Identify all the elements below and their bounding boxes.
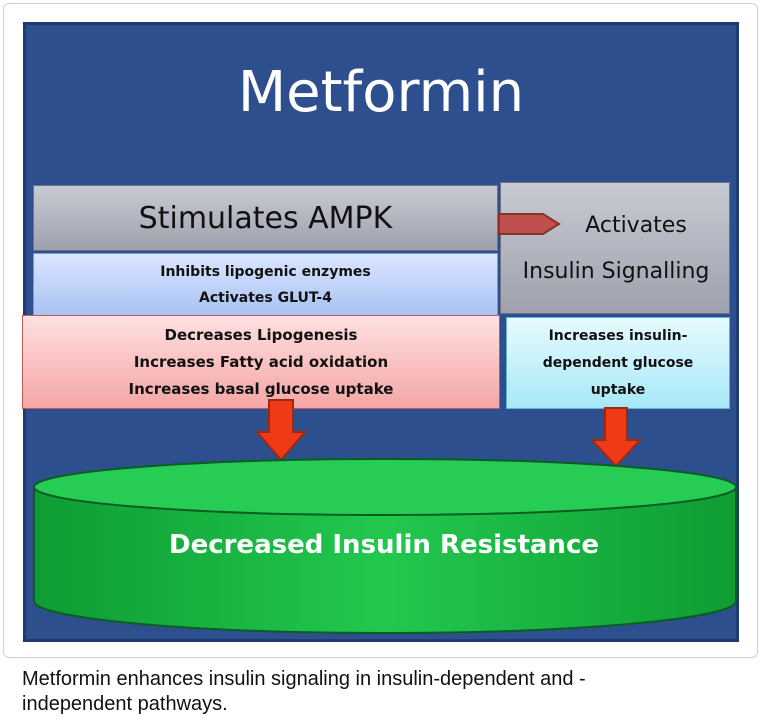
ampk-label: Stimulates AMPK [138,200,393,236]
metabolic-effects-box: Decreases Lipogenesis Increases Fatty ac… [22,315,500,409]
insulin-effect-item: dependent glucose [542,354,694,371]
insulin-line-2: Insulin Signalling [522,259,710,284]
insulin-signalling-box: Activates Insulin Signalling [500,182,730,314]
caption-line: Metformin enhances insulin signaling in … [22,668,586,690]
down-arrow-icon [590,407,642,468]
right-pointer-icon [498,213,561,235]
outcome-cylinder [33,458,737,634]
ampk-effects-box: Inhibits lipogenic enzymes Activates GLU… [33,253,498,316]
metabolic-effect-item: Decreases Lipogenesis [164,325,358,344]
caption-line: independent pathways. [22,693,228,715]
ampk-effect-item: Activates GLUT-4 [199,289,332,306]
metabolic-effect-item: Increases Fatty acid oxidation [133,352,389,371]
insulin-effect-item: uptake [590,381,646,398]
down-arrow-icon [255,399,307,462]
outcome-label: Decreased Insulin Resistance [168,530,599,560]
insulin-line-1: Activates [585,213,687,238]
insulin-effect-item: Increases insulin- [548,327,688,344]
metabolic-effect-item: Increases basal glucose uptake [128,379,394,398]
ampk-box: Stimulates AMPK [33,185,498,251]
ampk-effect-item: Inhibits lipogenic enzymes [160,263,371,280]
insulin-effects-box: Increases insulin- dependent glucose upt… [506,317,730,409]
figure-caption: Metformin enhances insulin signaling in … [22,667,742,717]
diagram-title: Metformin [237,60,525,125]
